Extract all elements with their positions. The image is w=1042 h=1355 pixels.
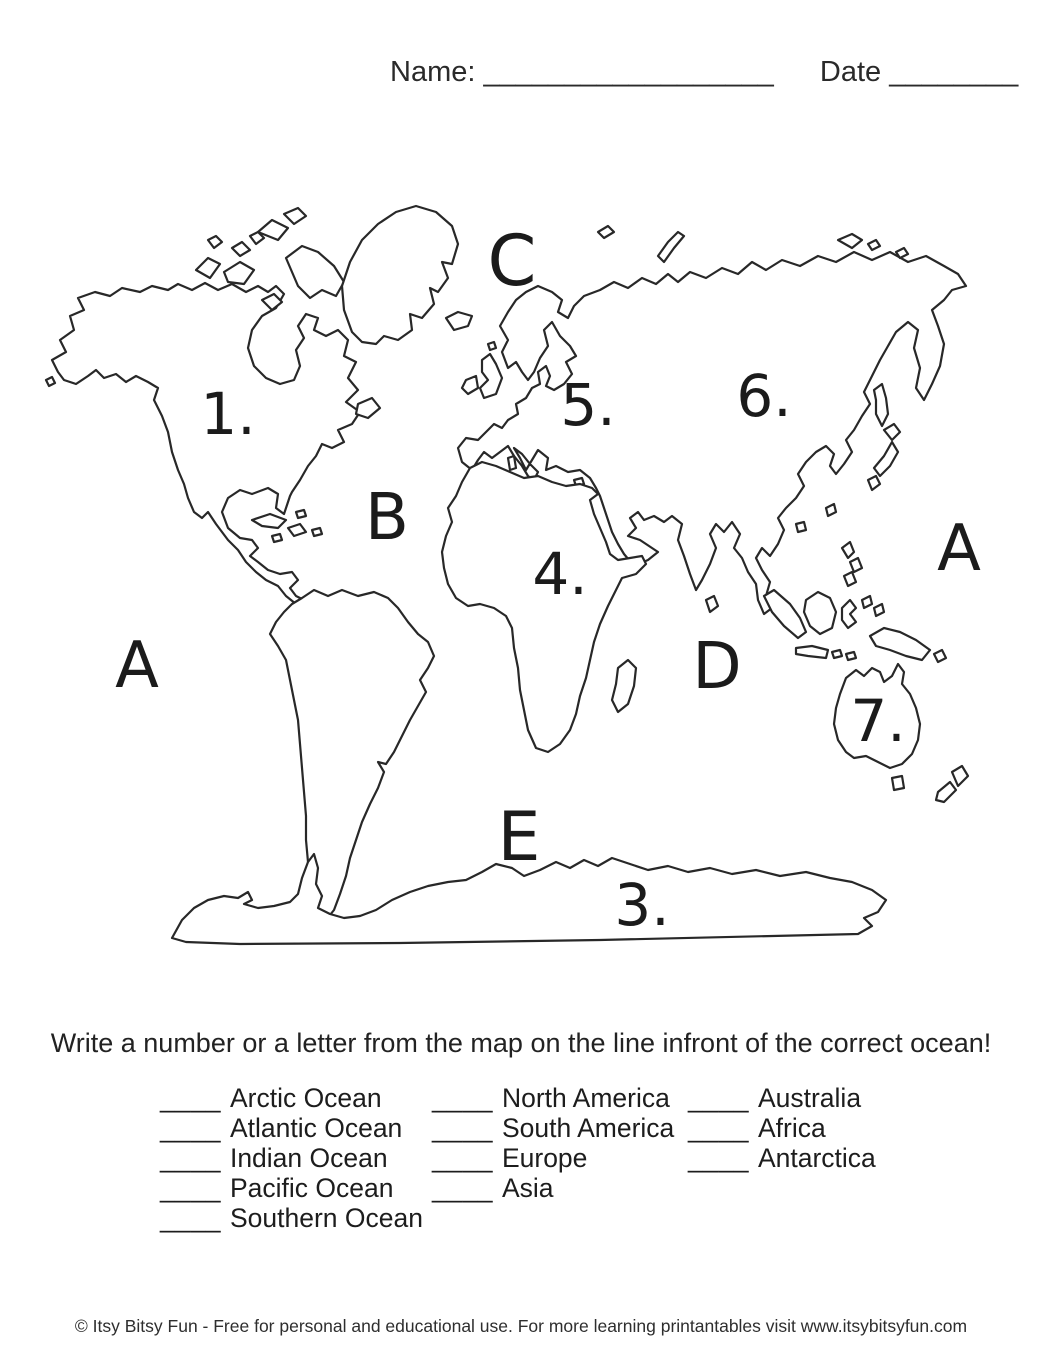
- answer-blank-australia[interactable]: ____: [688, 1083, 749, 1113]
- australia-outline: [832, 662, 922, 770]
- map-label-a-west: A: [115, 629, 159, 703]
- date-field-line[interactable]: ________: [889, 56, 1019, 88]
- answer-label-africa: Africa: [757, 1113, 826, 1143]
- map-label-c: C: [487, 220, 537, 302]
- answer-label-asia: Asia: [501, 1173, 554, 1203]
- map-label-b: B: [365, 481, 409, 555]
- name-label: Name:: [390, 56, 476, 88]
- map-label-d: D: [692, 630, 742, 704]
- answer-row: ____ Pacific Ocean: [160, 1173, 423, 1203]
- map-label-a-east: A: [937, 512, 981, 586]
- footer-copyright: © Itsy Bitsy Fun - Free for personal and…: [74, 1316, 968, 1336]
- instruction-text: Write a number or a letter from the map …: [50, 1028, 992, 1058]
- siberian-islands: [836, 232, 910, 260]
- map-label-e: E: [497, 798, 541, 877]
- madagascar-outline: [610, 658, 638, 714]
- answer-row: ____ Arctic Ocean: [160, 1083, 423, 1113]
- oceania-islands: [890, 764, 970, 804]
- southeast-asia-islands: [704, 540, 948, 664]
- answer-row: ____ Indian Ocean: [160, 1143, 423, 1173]
- africa-outline: [440, 460, 648, 754]
- answer-column-continents-1: ____ North America ____ South America __…: [432, 1083, 674, 1203]
- map-label-1: 1.: [200, 380, 256, 448]
- map-label-4: 4.: [532, 540, 588, 608]
- south-america-outline: [268, 588, 436, 922]
- map-label-5: 5.: [560, 371, 616, 439]
- answer-row: ____ North America: [432, 1083, 674, 1113]
- answer-label-north-america: North America: [501, 1083, 670, 1113]
- answer-row: ____ Southern Ocean: [160, 1203, 423, 1233]
- caribbean-islands: [250, 508, 324, 544]
- greenland-outline: [340, 204, 460, 346]
- answer-blank-southern-ocean[interactable]: ____: [160, 1203, 221, 1233]
- answer-blank-arctic-ocean[interactable]: ____: [160, 1083, 221, 1113]
- arctic-islands: [44, 206, 382, 420]
- answer-row: ____ Europe: [432, 1143, 674, 1173]
- map-label-3: 3.: [614, 871, 670, 939]
- answer-label-europe: Europe: [501, 1143, 588, 1173]
- antarctica-outline: [170, 852, 888, 946]
- answer-column-oceans: ____ Arctic Ocean ____ Atlantic Ocean __…: [160, 1083, 423, 1233]
- answer-blank-north-america[interactable]: ____: [432, 1083, 493, 1113]
- answer-column-continents-2: ____ Australia ____ Africa ____ Antarcti…: [688, 1083, 876, 1173]
- answer-label-southern-ocean: Southern Ocean: [229, 1203, 423, 1233]
- answer-blank-south-america[interactable]: ____: [432, 1113, 493, 1143]
- answer-label-pacific-ocean: Pacific Ocean: [229, 1173, 394, 1203]
- answer-label-antarctica: Antarctica: [757, 1143, 876, 1173]
- eurasia-outline: [456, 250, 968, 616]
- answer-blank-atlantic-ocean[interactable]: ____: [160, 1113, 221, 1143]
- east-asia-islands: [794, 382, 902, 534]
- answer-blank-africa[interactable]: ____: [688, 1113, 749, 1143]
- answer-blank-pacific-ocean[interactable]: ____: [160, 1173, 221, 1203]
- answer-blank-asia[interactable]: ____: [432, 1173, 493, 1203]
- answer-blank-antarctica[interactable]: ____: [688, 1143, 749, 1173]
- answer-row: ____ Atlantic Ocean: [160, 1113, 423, 1143]
- header: Name: __________________ Date ________: [390, 56, 1018, 89]
- map-label-6: 6.: [736, 362, 792, 430]
- answer-label-indian-ocean: Indian Ocean: [229, 1143, 388, 1173]
- answer-row: ____ Australia: [688, 1083, 876, 1113]
- answer-label-australia: Australia: [757, 1083, 862, 1113]
- name-field-line[interactable]: __________________: [483, 56, 774, 88]
- date-label: Date: [819, 56, 882, 88]
- answer-row: ____ South America: [432, 1113, 674, 1143]
- answer-row: ____ Antarctica: [688, 1143, 876, 1173]
- answer-row: ____ Africa: [688, 1113, 876, 1143]
- north-america-outline: [50, 281, 362, 612]
- answer-label-south-america: South America: [501, 1113, 675, 1143]
- answer-label-atlantic-ocean: Atlantic Ocean: [229, 1113, 403, 1143]
- north-atlantic-islands: [444, 224, 686, 400]
- answer-blank-europe[interactable]: ____: [432, 1143, 493, 1173]
- answer-blank-indian-ocean[interactable]: ____: [160, 1143, 221, 1173]
- answer-row: ____ Asia: [432, 1173, 674, 1203]
- map-label-7: 7.: [850, 687, 906, 755]
- answer-label-arctic-ocean: Arctic Ocean: [229, 1083, 382, 1113]
